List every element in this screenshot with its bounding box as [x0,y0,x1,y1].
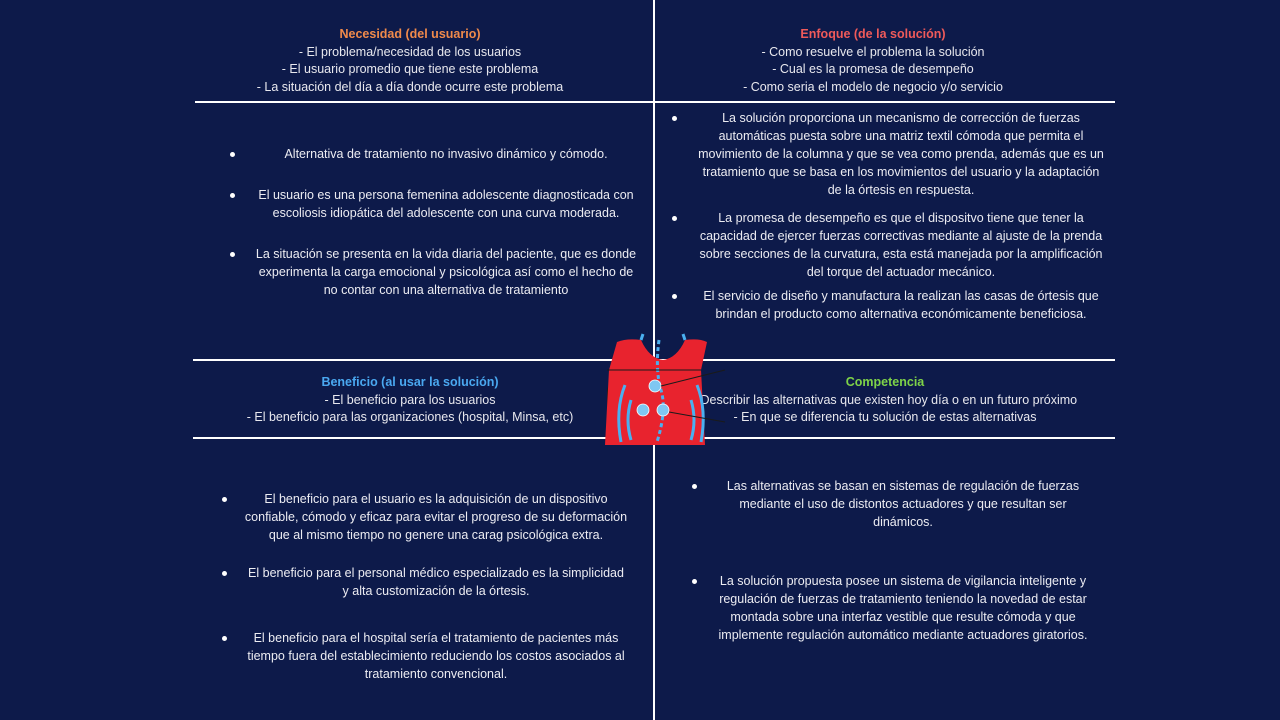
necesidad-line: - La situación del día a día donde ocurr… [256,79,564,94]
bullet-icon [672,216,677,221]
bullet-icon [222,497,227,502]
bullet-icon [222,571,227,576]
beneficio-header: Beneficio (al usar la solución) - El ben… [220,374,600,427]
list-item: El beneficio para el hospital sería el t… [222,629,628,683]
enfoque-header: Enfoque (de la solución) - Como resuelve… [668,26,1078,96]
bullet-icon [672,116,677,121]
list-item: El beneficio para el personal médico esp… [222,564,628,600]
enfoque-line: - Como seria el modelo de negocio y/o se… [743,79,1003,94]
bullet-icon [230,193,235,198]
list-item: Alternativa de tratamiento no invasivo d… [230,145,640,163]
necesidad-bullets: Alternativa de tratamiento no invasivo d… [230,145,640,299]
divider-top [195,101,1115,103]
bullet-icon [672,294,677,299]
bullet-icon [692,484,697,489]
list-item: La solución proporciona un mecanismo de … [672,109,1108,199]
necesidad-header: Necesidad (del usuario) - El problema/ne… [200,26,620,96]
enfoque-bullets: La solución proporciona un mecanismo de … [672,109,1108,323]
competencia-line: - En que se diferencia tu solución de es… [733,410,1037,424]
list-item: La situación se presenta en la vida diar… [230,245,640,299]
beneficio-title: Beneficio (al usar la solución) [321,375,499,389]
competencia-bullets: Las alternativas se basan en sistemas de… [692,477,1092,644]
list-item: La promesa de desempeño es que el dispos… [672,209,1108,281]
enfoque-title: Enfoque (de la solución) [800,27,946,41]
back-brace-vest-icon [597,330,729,448]
list-item: La solución propuesta posee un sistema d… [692,572,1092,644]
list-item: Las alternativas se basan en sistemas de… [692,477,1092,531]
enfoque-line: - Como resuelve el problema la solución [761,44,985,59]
list-item: El servicio de diseño y manufactura la r… [672,287,1108,323]
beneficio-line: - El beneficio para las organizaciones (… [246,410,574,424]
list-item: El usuario es una persona femenina adole… [230,186,640,222]
bullet-icon [692,579,697,584]
enfoque-line: - Cual es la promesa de desempeño [772,62,974,76]
necesidad-line: - El problema/necesidad de los usuarios [298,44,522,59]
bullet-icon [230,252,235,257]
necesidad-title: Necesidad (del usuario) [339,27,481,41]
bullet-icon [230,152,235,157]
bullet-icon [222,636,227,641]
competencia-title: Competencia [845,375,925,389]
beneficio-line: - El beneficio para los usuarios [324,392,496,407]
necesidad-line: - El usuario promedio que tiene este pro… [281,62,539,76]
competencia-line: - Describir las alternativas que existen… [692,392,1078,407]
competencia-header: Competencia - Describir las alternativas… [680,374,1090,427]
list-item: El beneficio para el usuario es la adqui… [222,490,628,544]
beneficio-bullets: El beneficio para el usuario es la adqui… [222,490,628,683]
